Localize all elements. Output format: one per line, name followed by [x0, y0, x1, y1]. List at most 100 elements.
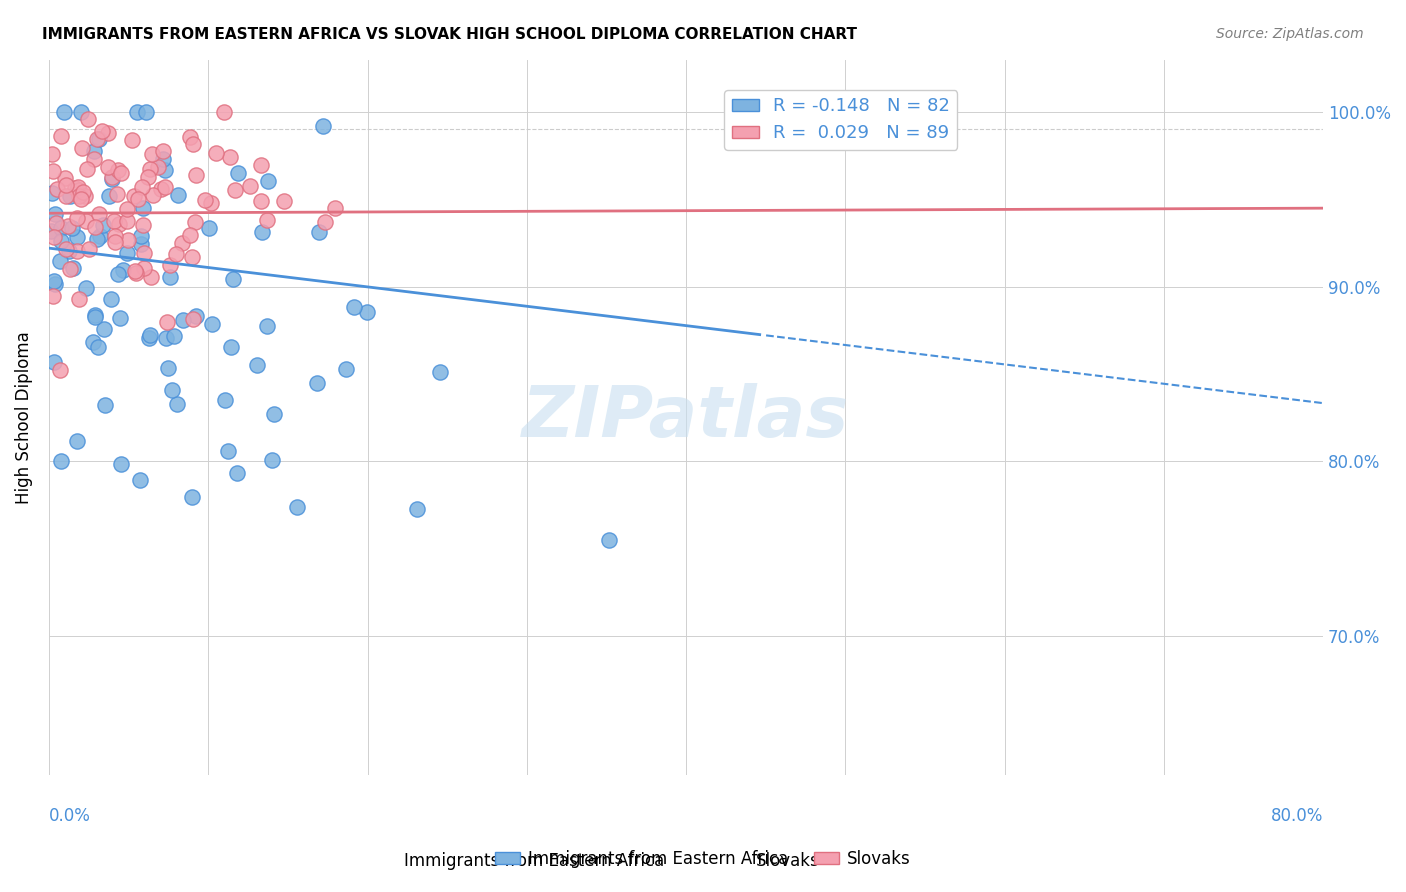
Slovaks — [224, 183, 246, 197]
Slovaks — [124, 264, 146, 278]
Text: 80.0%: 80.0% — [1271, 806, 1323, 825]
Immigrants from Eastern Africa — [94, 398, 117, 412]
Slovaks — [66, 244, 89, 259]
Slovaks — [46, 181, 69, 195]
Slovaks — [104, 235, 127, 249]
Slovaks — [55, 189, 77, 203]
Immigrants from Eastern Africa — [129, 229, 152, 244]
Immigrants from Eastern Africa — [221, 271, 243, 285]
Text: ZIPatlas: ZIPatlas — [523, 383, 849, 452]
Immigrants from Eastern Africa — [44, 207, 66, 221]
Immigrants from Eastern Africa — [75, 281, 97, 295]
Immigrants from Eastern Africa — [83, 144, 105, 158]
Slovaks — [100, 169, 122, 184]
Immigrants from Eastern Africa — [112, 263, 135, 277]
Immigrants from Eastern Africa — [219, 340, 242, 354]
Immigrants from Eastern Africa — [97, 189, 120, 203]
Immigrants from Eastern Africa — [44, 277, 66, 292]
Immigrants from Eastern Africa — [153, 163, 176, 178]
Immigrants from Eastern Africa — [257, 174, 280, 188]
Slovaks — [219, 150, 242, 164]
Text: Slovaks: Slovaks — [755, 852, 820, 870]
Slovaks — [142, 188, 165, 202]
Slovaks — [83, 220, 105, 235]
Slovaks — [122, 189, 145, 203]
Immigrants from Eastern Africa — [66, 230, 89, 244]
Immigrants from Eastern Africa — [139, 327, 162, 342]
Slovaks — [180, 250, 202, 264]
Text: IMMIGRANTS FROM EASTERN AFRICA VS SLOVAK HIGH SCHOOL DIPLOMA CORRELATION CHART: IMMIGRANTS FROM EASTERN AFRICA VS SLOVAK… — [42, 27, 858, 42]
Slovaks — [76, 112, 98, 127]
Slovaks — [41, 164, 63, 178]
Slovaks — [83, 153, 105, 167]
Slovaks — [56, 219, 79, 233]
Slovaks — [67, 180, 90, 194]
Slovaks — [127, 192, 149, 206]
Slovaks — [239, 179, 262, 194]
Immigrants from Eastern Africa — [172, 313, 194, 327]
Slovaks — [141, 269, 163, 284]
Slovaks — [76, 162, 98, 177]
Immigrants from Eastern Africa — [217, 444, 239, 458]
Slovaks — [170, 236, 193, 251]
Slovaks — [205, 145, 228, 160]
Immigrants from Eastern Africa — [49, 454, 72, 468]
Immigrants from Eastern Africa — [186, 309, 208, 323]
Immigrants from Eastern Africa — [129, 473, 152, 487]
Slovaks — [67, 183, 90, 197]
Immigrants from Eastern Africa — [260, 452, 283, 467]
Slovaks — [103, 214, 125, 228]
Slovaks — [70, 141, 93, 155]
Slovaks — [58, 261, 80, 276]
Immigrants from Eastern Africa — [53, 105, 76, 120]
Slovaks — [134, 260, 156, 275]
Slovaks — [49, 128, 72, 143]
Slovaks — [117, 233, 139, 247]
Immigrants from Eastern Africa — [84, 310, 107, 324]
Immigrants from Eastern Africa — [159, 270, 181, 285]
Slovaks — [256, 213, 278, 227]
Slovaks — [146, 160, 169, 174]
Immigrants from Eastern Africa — [252, 225, 274, 239]
Slovaks — [42, 229, 65, 244]
Immigrants from Eastern Africa — [307, 376, 329, 391]
Immigrants from Eastern Africa — [285, 500, 308, 515]
Immigrants from Eastern Africa — [110, 457, 132, 471]
Slovaks — [49, 362, 72, 376]
Immigrants from Eastern Africa — [201, 317, 224, 331]
Text: 0.0%: 0.0% — [49, 806, 91, 825]
Immigrants from Eastern Africa — [429, 365, 451, 379]
Slovaks — [67, 292, 90, 306]
Slovaks — [73, 189, 96, 203]
Slovaks — [131, 179, 153, 194]
Slovaks — [273, 194, 295, 209]
Immigrants from Eastern Africa — [107, 267, 129, 281]
Slovaks — [179, 227, 201, 242]
Immigrants from Eastern Africa — [70, 105, 93, 120]
Slovaks — [121, 133, 143, 147]
Immigrants from Eastern Africa — [110, 310, 132, 325]
Slovaks — [89, 207, 111, 221]
Slovaks — [150, 182, 173, 196]
Slovaks — [314, 215, 336, 229]
Slovaks — [41, 146, 63, 161]
Immigrants from Eastern Africa — [48, 253, 70, 268]
Slovaks — [165, 247, 187, 261]
Slovaks — [108, 217, 131, 231]
Slovaks — [107, 162, 129, 177]
Slovaks — [156, 315, 179, 329]
Slovaks — [181, 312, 204, 326]
Immigrants from Eastern Africa — [83, 308, 105, 322]
Immigrants from Eastern Africa — [312, 119, 335, 133]
Slovaks — [66, 211, 89, 226]
Immigrants from Eastern Africa — [91, 218, 114, 232]
Immigrants from Eastern Africa — [39, 224, 62, 238]
Immigrants from Eastern Africa — [135, 105, 157, 120]
Immigrants from Eastern Africa — [44, 354, 66, 368]
Slovaks — [153, 179, 176, 194]
Immigrants from Eastern Africa — [160, 383, 183, 397]
Slovaks — [97, 126, 120, 140]
Immigrants from Eastern Africa — [87, 340, 110, 354]
Immigrants from Eastern Africa — [41, 186, 63, 201]
Immigrants from Eastern Africa — [197, 221, 219, 235]
